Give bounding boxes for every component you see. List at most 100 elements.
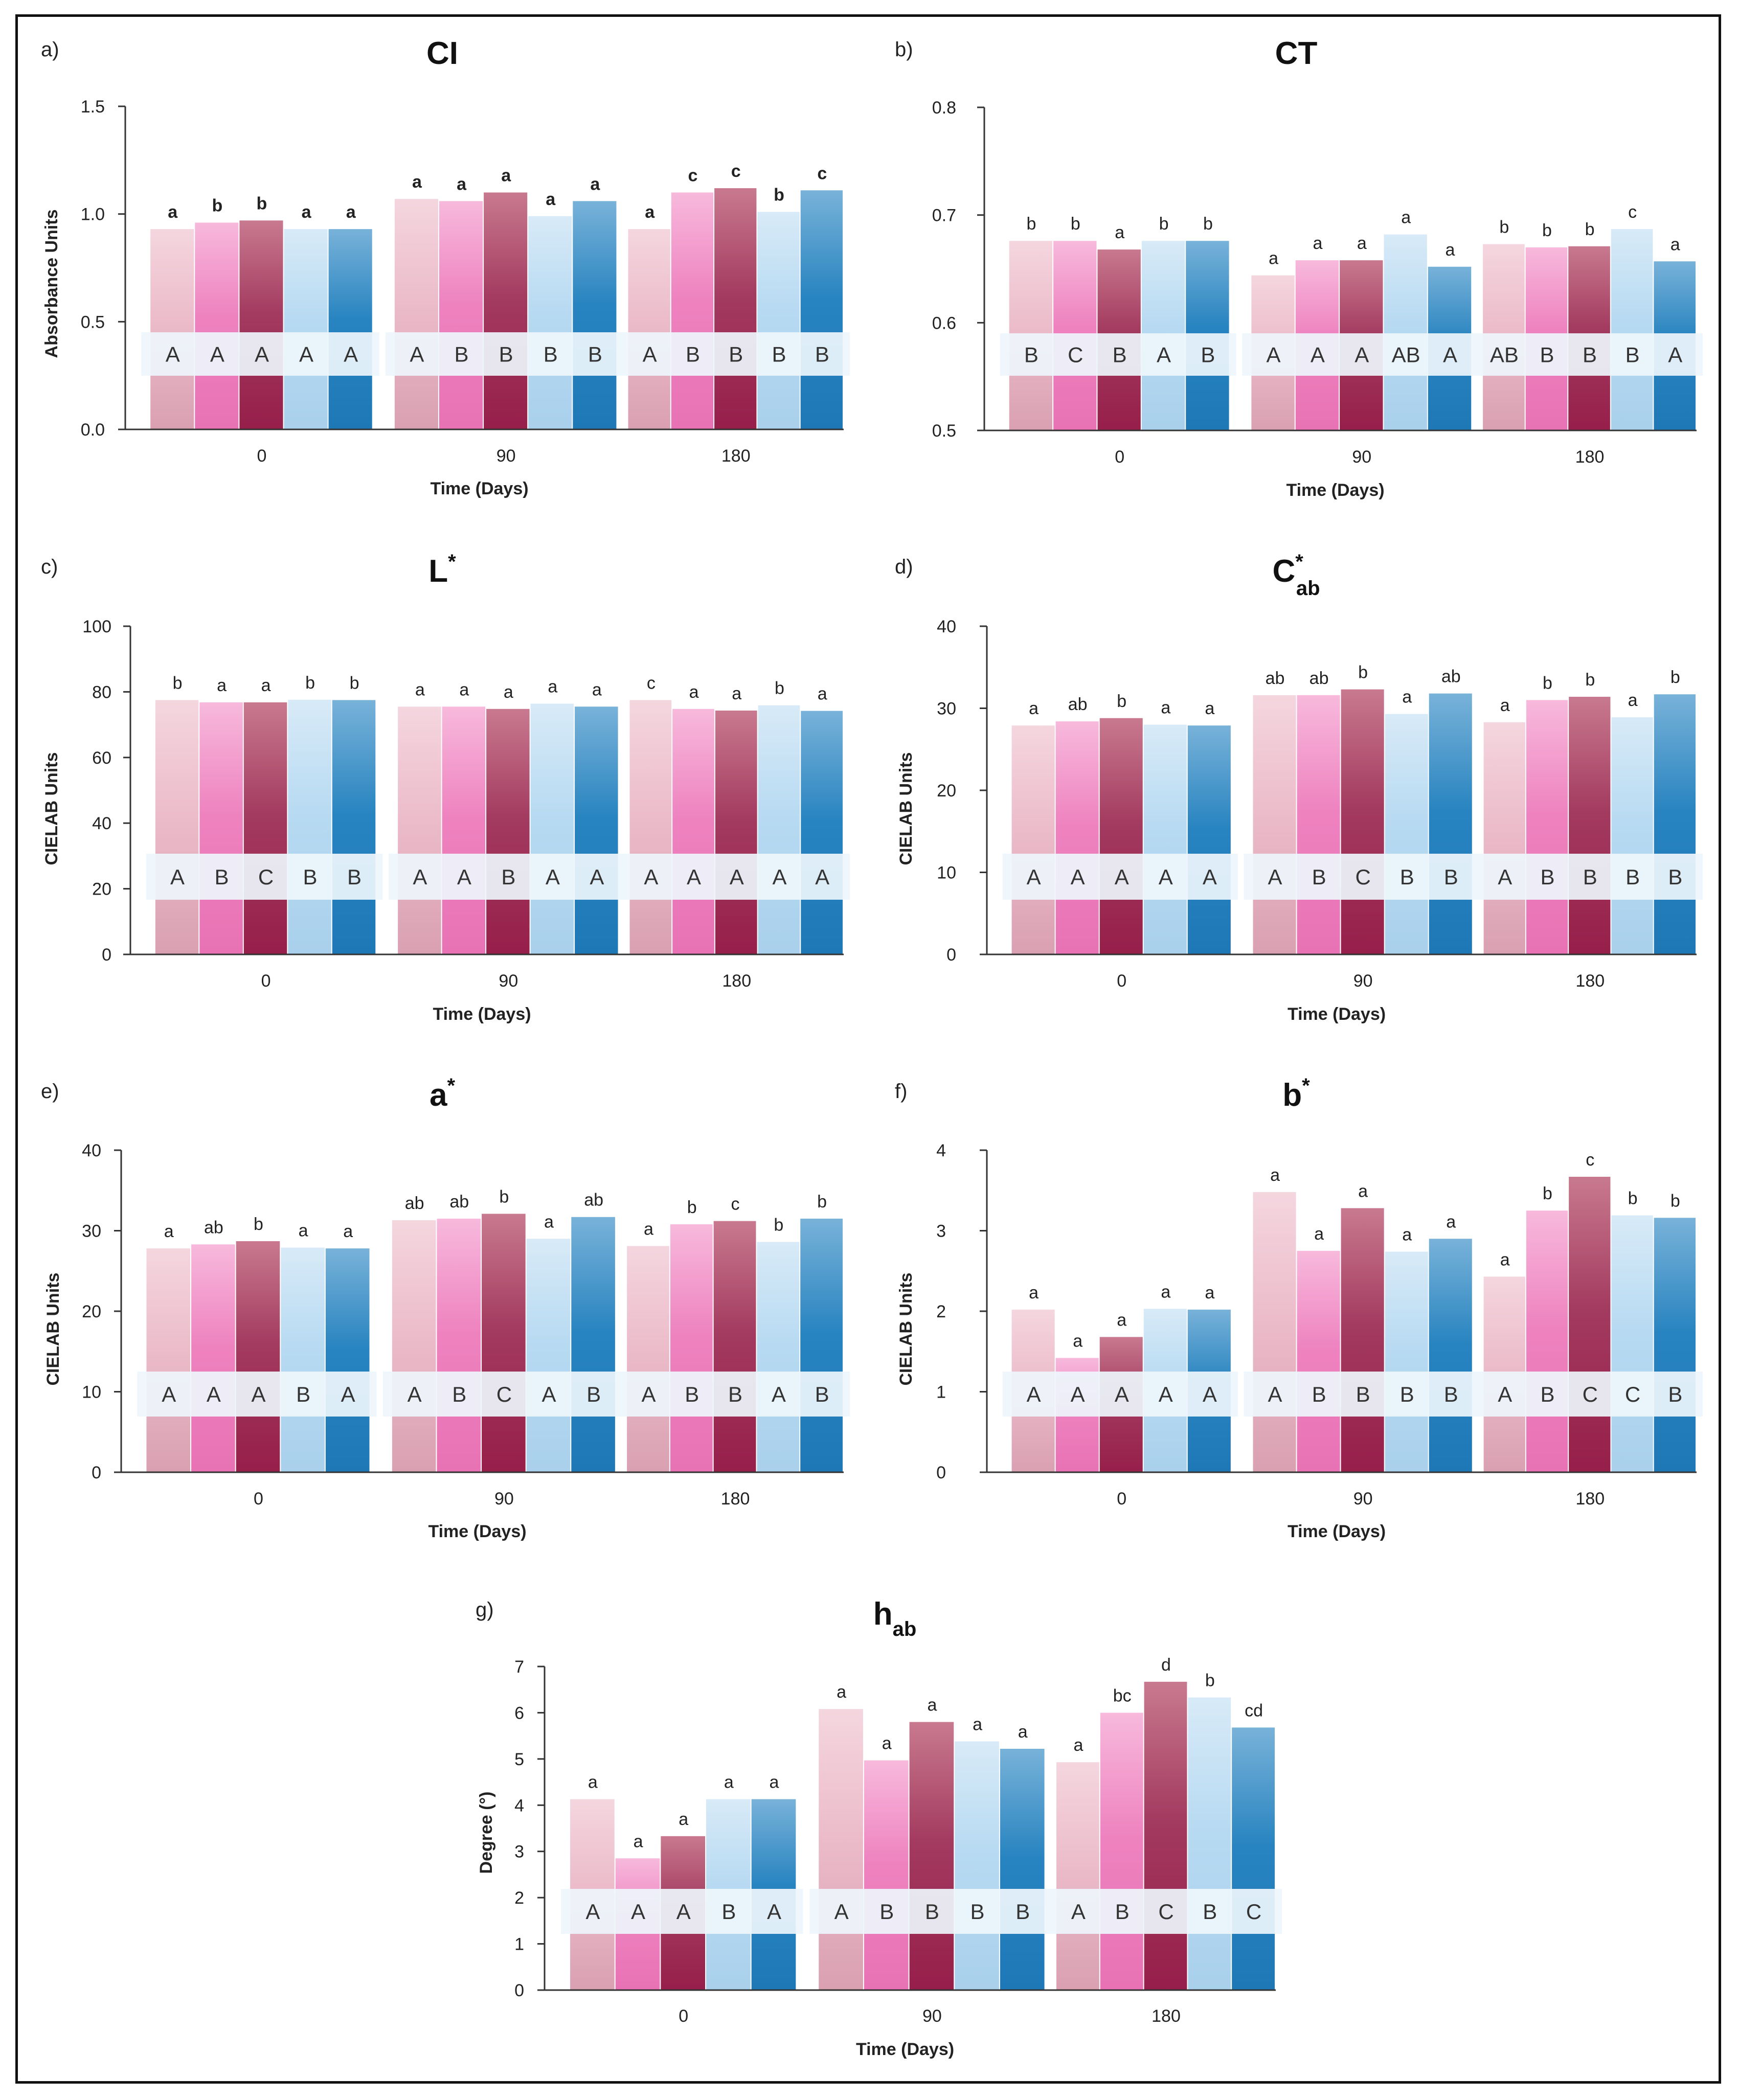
bar-0-2 bbox=[199, 702, 243, 954]
bar-90-4 bbox=[528, 216, 572, 429]
bar-0-4 bbox=[1143, 724, 1187, 954]
significance-upper: A bbox=[644, 865, 658, 889]
significance-upper: B bbox=[728, 1382, 742, 1406]
letter-band bbox=[1002, 1372, 1238, 1417]
bar-180-1 bbox=[628, 229, 670, 429]
significance-lower: a bbox=[818, 684, 827, 704]
y-axis-title: CIELAB Units bbox=[896, 1273, 916, 1386]
bar-90-2 bbox=[1297, 1250, 1340, 1472]
bar-90-4 bbox=[955, 1741, 999, 1990]
significance-lower: a bbox=[544, 1212, 554, 1231]
bar-180-1 bbox=[629, 700, 672, 954]
y-tick-label: 5 bbox=[514, 1750, 524, 1769]
significance-lower: b bbox=[1499, 218, 1509, 237]
letter-band bbox=[1047, 1889, 1282, 1934]
significance-upper: B bbox=[685, 1382, 699, 1406]
significance-upper: B bbox=[1583, 865, 1597, 889]
x-tick-label: 90 bbox=[1353, 971, 1373, 991]
significance-lower: b bbox=[1585, 220, 1595, 239]
bar-180-4 bbox=[1611, 1215, 1653, 1472]
bar-0-5 bbox=[332, 700, 376, 954]
bar-90-3 bbox=[484, 192, 528, 429]
significance-lower: b bbox=[173, 673, 183, 693]
significance-lower: b bbox=[687, 1198, 697, 1217]
significance-lower: a bbox=[1358, 1181, 1368, 1201]
significance-upper: B bbox=[1626, 343, 1640, 367]
significance-upper: B bbox=[215, 865, 229, 889]
significance-lower: b bbox=[1671, 1191, 1680, 1211]
y-tick-label: 80 bbox=[92, 682, 111, 702]
bar-180-4 bbox=[757, 212, 800, 429]
bar-90-2 bbox=[439, 201, 483, 429]
bar-180-5 bbox=[800, 1218, 843, 1472]
x-axis-title: Time (Days) bbox=[428, 1522, 526, 1541]
significance-upper: AB bbox=[1490, 343, 1519, 367]
x-tick-label: 180 bbox=[722, 971, 751, 991]
significance-lower: b bbox=[1542, 221, 1552, 240]
bar-180-1 bbox=[627, 1246, 669, 1472]
x-tick-label: 90 bbox=[1352, 447, 1371, 467]
y-tick-label: 40 bbox=[82, 1141, 101, 1160]
significance-lower: a bbox=[1073, 1331, 1082, 1351]
x-tick-label: 90 bbox=[1353, 1489, 1373, 1509]
significance-lower: a bbox=[1205, 1283, 1214, 1303]
significance-upper: A bbox=[1027, 865, 1041, 889]
significance-upper: B bbox=[347, 865, 362, 889]
significance-upper: A bbox=[299, 343, 313, 367]
significance-upper: A bbox=[1071, 865, 1085, 889]
bar-90-5 bbox=[571, 1217, 615, 1472]
significance-upper: B bbox=[1024, 343, 1039, 367]
bar-180-5 bbox=[1654, 1218, 1696, 1472]
significance-upper: B bbox=[925, 1900, 939, 1924]
bar-90-5 bbox=[575, 706, 618, 954]
bar-0-2 bbox=[1055, 721, 1099, 954]
significance-lower: b bbox=[1159, 214, 1169, 234]
significance-upper: A bbox=[641, 1382, 656, 1406]
y-tick-label: 4 bbox=[514, 1796, 524, 1815]
bar-0-1 bbox=[1011, 725, 1055, 954]
significance-upper: B bbox=[452, 1382, 466, 1406]
significance-lower: b bbox=[1026, 214, 1036, 234]
significance-upper: B bbox=[1583, 343, 1597, 367]
significance-lower: a bbox=[1029, 699, 1039, 718]
chart-title: L* bbox=[428, 551, 456, 589]
significance-lower: b bbox=[1671, 668, 1680, 687]
significance-upper: A bbox=[166, 343, 180, 367]
significance-lower: a bbox=[592, 680, 602, 699]
significance-lower: b bbox=[1628, 1189, 1638, 1208]
significance-lower: c bbox=[647, 673, 656, 693]
bar-90-3 bbox=[909, 1722, 954, 1990]
significance-lower: c bbox=[731, 1195, 740, 1214]
significance-upper: A bbox=[1071, 1382, 1085, 1406]
bar-180-3 bbox=[714, 188, 757, 429]
significance-lower: a bbox=[1671, 235, 1680, 254]
panel-1: a) CI a b b a a A A A A A 0 a a a a a A B B B B 90 a c c b c A B B B B 180… bbox=[41, 36, 850, 498]
significance-upper: B bbox=[586, 1382, 601, 1406]
bar-90-1 bbox=[819, 1709, 863, 1990]
significance-upper: A bbox=[344, 343, 358, 367]
significance-lower: a bbox=[927, 1696, 937, 1715]
bar-180-2 bbox=[1100, 1713, 1143, 1990]
bar-180-1 bbox=[1056, 1762, 1099, 1990]
bar-180-1 bbox=[1483, 722, 1525, 954]
significance-upper: B bbox=[544, 343, 558, 367]
significance-upper: B bbox=[729, 343, 743, 367]
x-tick-label: 90 bbox=[494, 1489, 514, 1509]
chart-title: C* ab bbox=[1272, 551, 1320, 600]
significance-lower: b bbox=[257, 194, 267, 213]
significance-lower: c bbox=[1586, 1150, 1594, 1170]
significance-lower: a bbox=[1314, 1224, 1324, 1244]
bar-90-2 bbox=[442, 706, 486, 954]
significance-lower: b bbox=[775, 679, 784, 698]
significance-upper: B bbox=[588, 343, 602, 367]
significance-upper: C bbox=[1158, 1900, 1173, 1924]
significance-upper: A bbox=[1443, 343, 1457, 367]
bar-0-4 bbox=[288, 699, 331, 954]
significance-lower: a bbox=[1313, 234, 1322, 253]
significance-lower: a bbox=[644, 1219, 653, 1239]
significance-upper: A bbox=[1203, 1382, 1217, 1406]
significance-lower: a bbox=[299, 1221, 308, 1241]
significance-upper: A bbox=[255, 343, 269, 367]
significance-lower: a bbox=[346, 202, 356, 222]
